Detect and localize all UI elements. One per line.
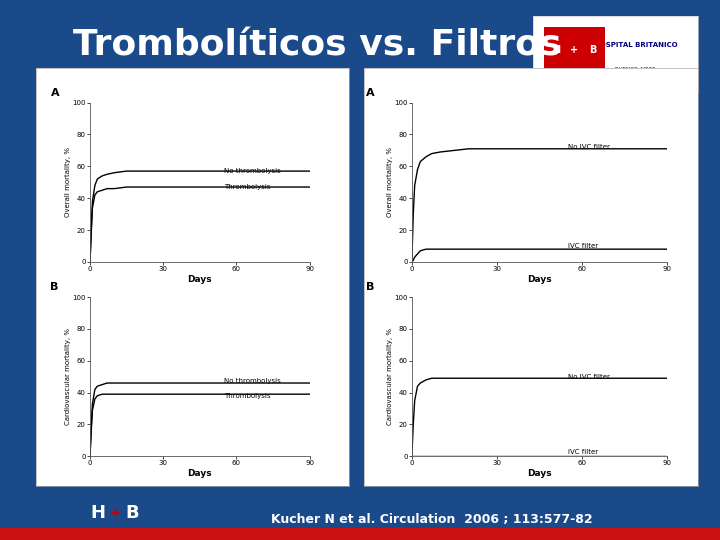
Text: Trombolíticos vs. Filtros: Trombolíticos vs. Filtros: [73, 29, 561, 63]
Text: BUENOS AIRES: BUENOS AIRES: [615, 66, 656, 72]
X-axis label: Days: Days: [187, 469, 212, 478]
Text: HOSPITAL BRITANICO: HOSPITAL BRITANICO: [594, 42, 678, 48]
Text: B: B: [126, 504, 139, 522]
Text: No IVC filter: No IVC filter: [568, 374, 610, 380]
Text: B: B: [50, 282, 59, 292]
Text: No thrombolysis: No thrombolysis: [224, 168, 281, 174]
Text: A: A: [50, 88, 59, 98]
Text: No IVC filter: No IVC filter: [568, 144, 610, 150]
Y-axis label: Cardiovascular mortality, %: Cardiovascular mortality, %: [387, 328, 393, 425]
Text: Thrombolysis: Thrombolysis: [224, 393, 271, 399]
X-axis label: Days: Days: [527, 469, 552, 478]
Text: B: B: [366, 282, 374, 292]
Y-axis label: Overall mortality, %: Overall mortality, %: [387, 147, 393, 217]
Text: B: B: [589, 45, 596, 55]
Text: No thrombolysis: No thrombolysis: [224, 379, 281, 384]
Text: +: +: [109, 506, 122, 521]
Text: Kucher N et al. Circulation  2006 ; 113:577-82: Kucher N et al. Circulation 2006 ; 113:5…: [271, 513, 593, 526]
X-axis label: Days: Days: [527, 275, 552, 284]
Text: A: A: [366, 88, 374, 98]
X-axis label: Days: Days: [187, 275, 212, 284]
Text: IVC filter: IVC filter: [568, 449, 598, 455]
Y-axis label: Overall mortality, %: Overall mortality, %: [65, 147, 71, 217]
Text: +: +: [570, 45, 578, 55]
Text: H: H: [552, 45, 560, 55]
Text: Thrombolysis: Thrombolysis: [224, 184, 271, 190]
Text: IVC filter: IVC filter: [568, 243, 598, 249]
Y-axis label: Cardiovascular mortality, %: Cardiovascular mortality, %: [65, 328, 71, 425]
Text: H: H: [91, 504, 105, 522]
